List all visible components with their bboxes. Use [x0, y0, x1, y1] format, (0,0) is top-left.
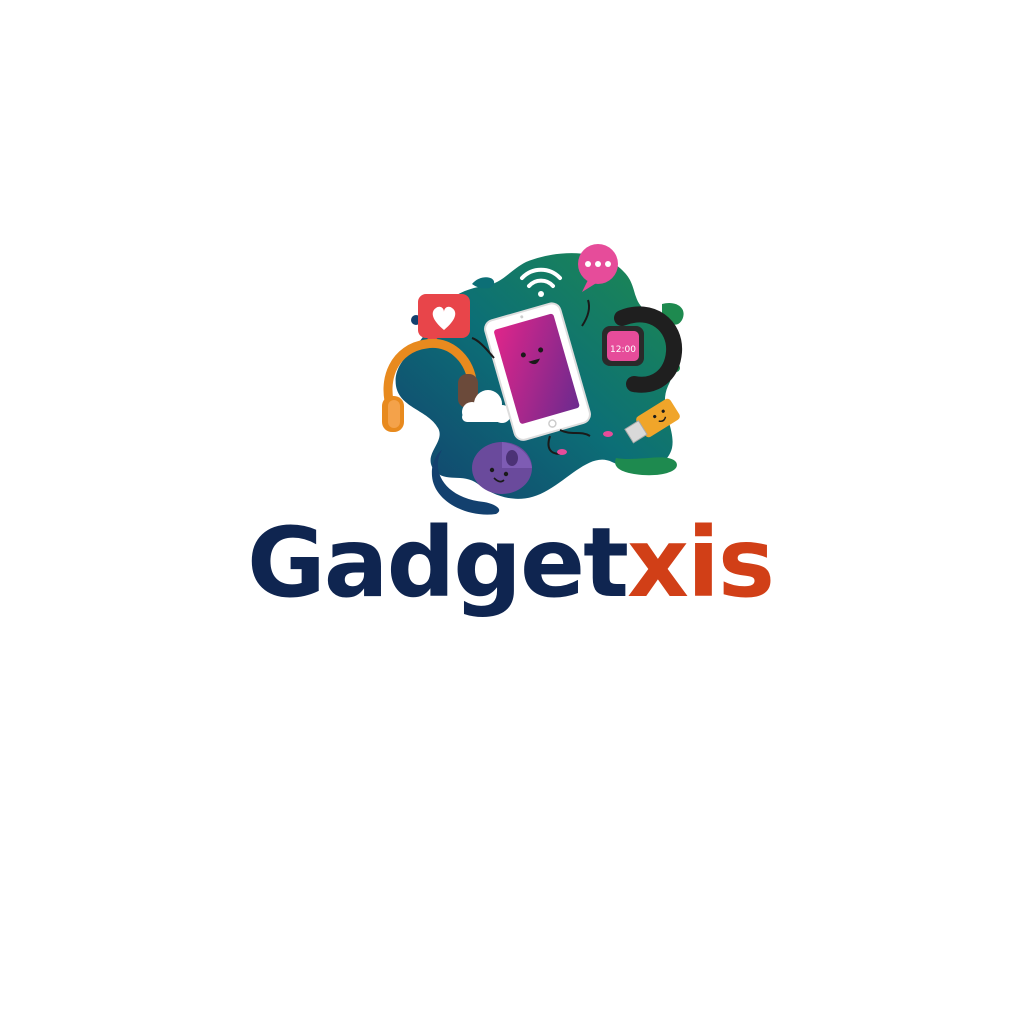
- logo-graphic: 12:00: [382, 244, 684, 515]
- cloud-icon: [462, 390, 511, 423]
- wordmark-secondary: xis: [627, 507, 775, 619]
- headphones-icon: [382, 338, 478, 432]
- wordmark-primary: Gadget: [247, 507, 629, 619]
- smartwatch-icon: 12:00: [602, 306, 683, 393]
- watch-time-label: 12:00: [610, 345, 636, 355]
- phone-icon: [471, 299, 613, 455]
- chat-bubble-icon: [578, 244, 618, 292]
- mouse-icon: [472, 442, 532, 494]
- brand-wordmark: Gadgetxis: [0, 515, 1020, 611]
- wifi-icon: [520, 267, 562, 297]
- usb-drive-icon: [624, 398, 680, 444]
